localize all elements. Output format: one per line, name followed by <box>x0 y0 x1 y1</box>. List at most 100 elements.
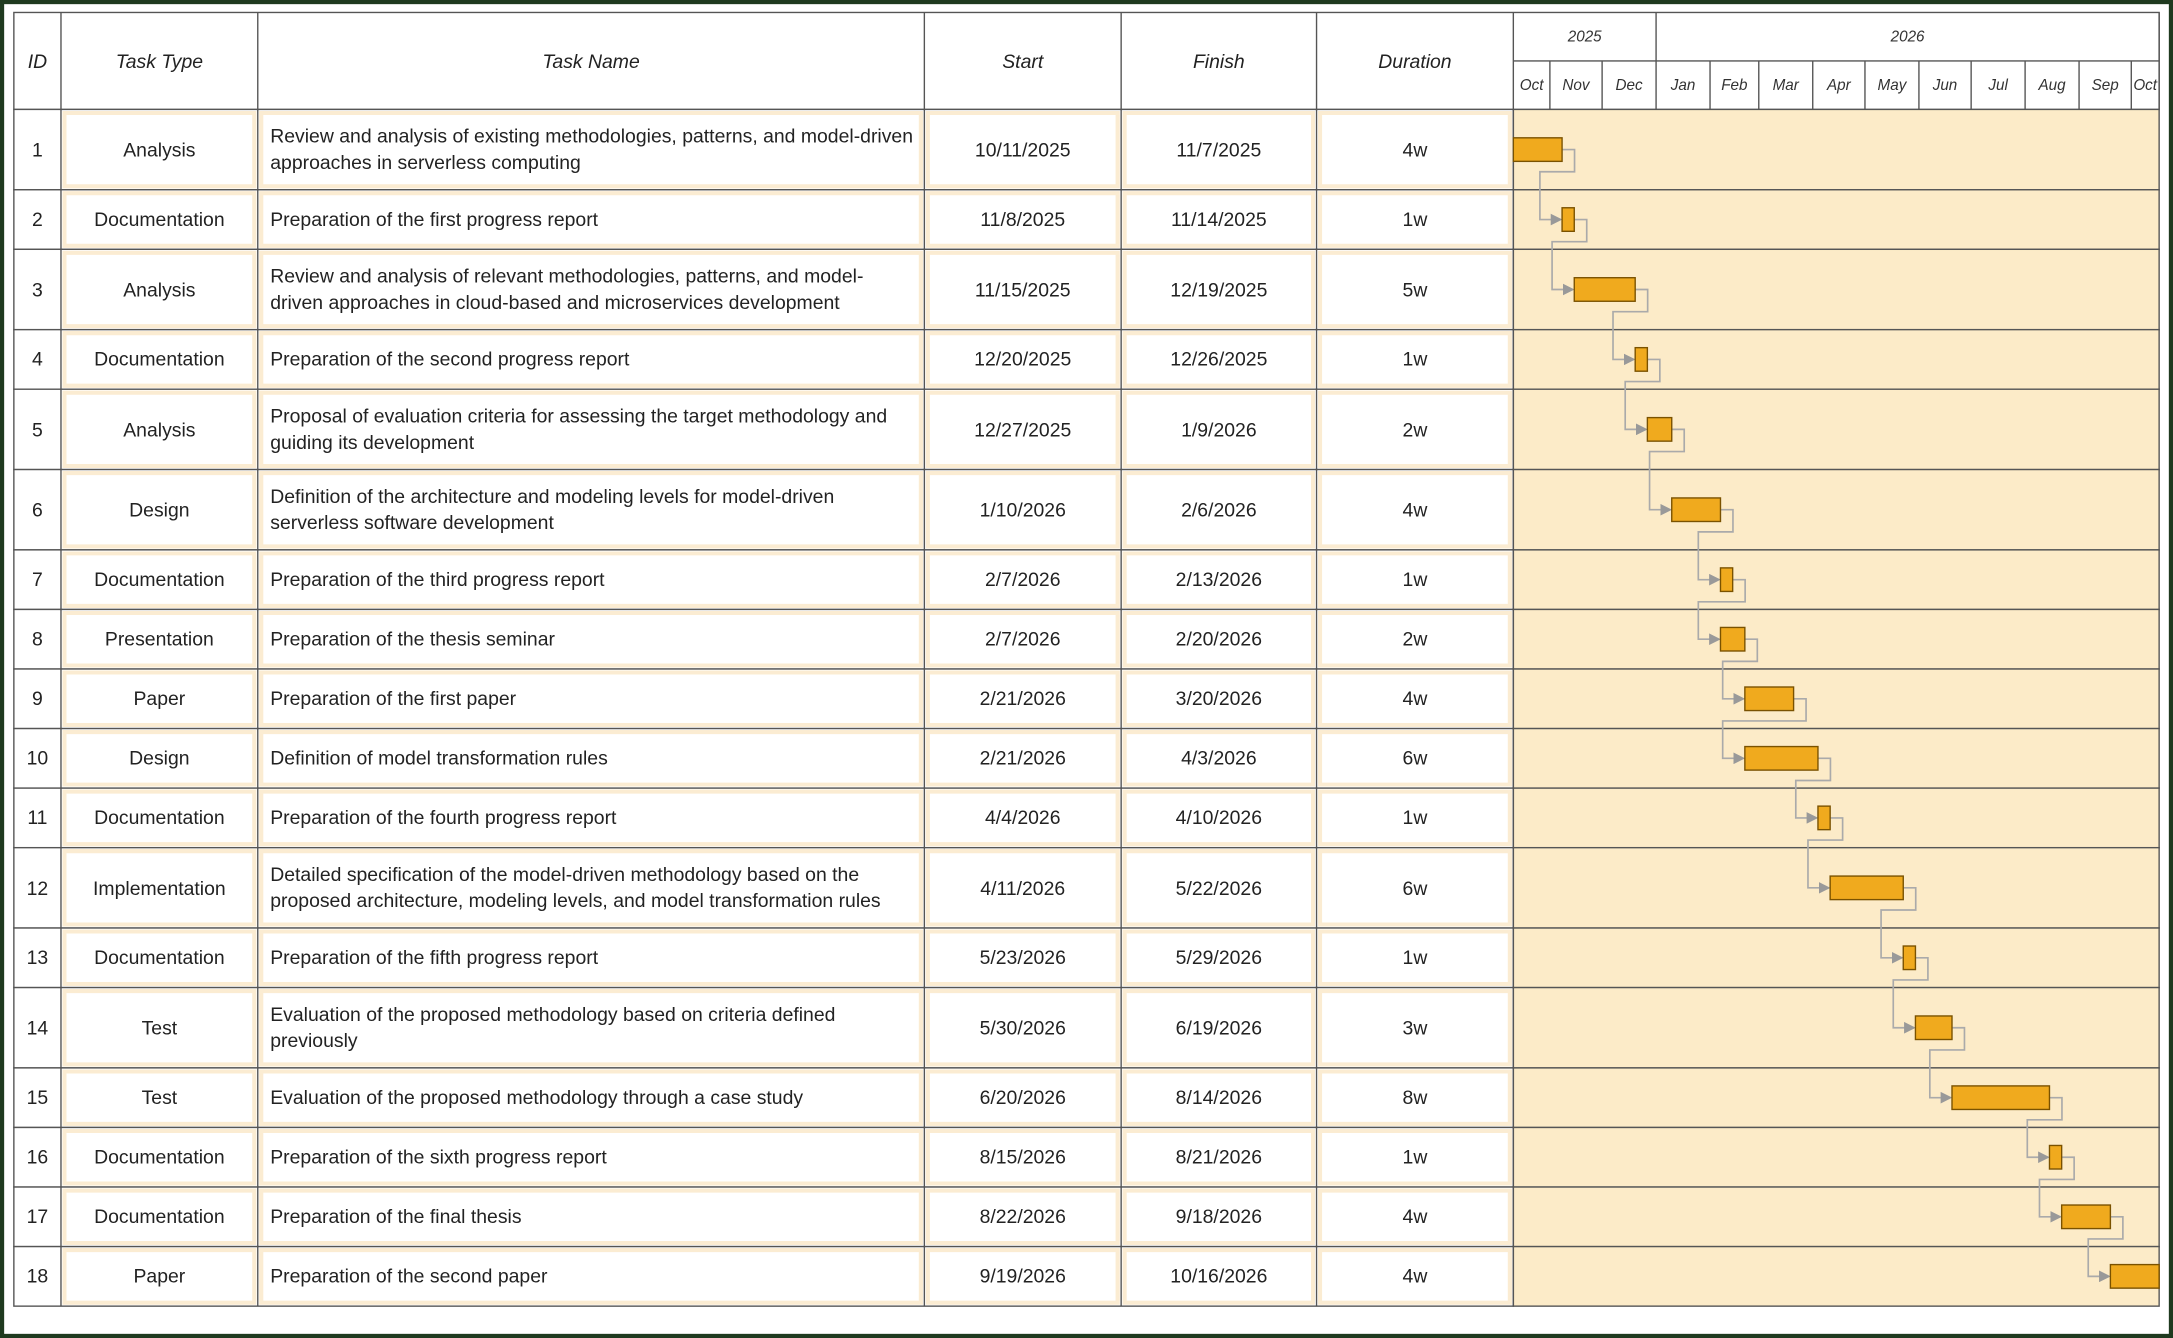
dependency-arrow <box>1648 428 1686 516</box>
task-bar <box>1561 207 1575 233</box>
task-finish: 1/9/2026 <box>1123 391 1316 469</box>
dependency-arrow <box>1880 887 1917 964</box>
task-bar <box>1634 346 1649 372</box>
row-bg <box>13 727 1515 789</box>
row-bg <box>13 1186 1515 1248</box>
task-duration: 6w <box>1318 730 1512 787</box>
month-label: Oct <box>1519 76 1544 94</box>
month-label: Jun <box>1932 76 1958 94</box>
task-type: Documentation <box>62 1188 256 1245</box>
column-header: Duration <box>1378 49 1452 72</box>
task-type: Paper <box>62 670 256 727</box>
timeline-row <box>1512 549 2160 611</box>
task-start: 4/4/2026 <box>926 790 1120 847</box>
task-bar <box>2109 1263 2160 1289</box>
task-duration: 1w <box>1318 551 1512 608</box>
column-header: Start <box>1002 49 1044 72</box>
task-id: 6 <box>32 497 43 521</box>
dependency-arrow <box>1807 817 1844 894</box>
task-name: Proposal of evaluation criteria for asse… <box>259 391 923 469</box>
task-start: 8/15/2026 <box>926 1129 1120 1186</box>
task-duration: 1w <box>1318 191 1512 248</box>
task-duration: 5w <box>1318 251 1512 329</box>
task-type: Documentation <box>62 331 256 388</box>
task-finish: 9/18/2026 <box>1123 1188 1316 1245</box>
task-bar <box>1914 1015 1953 1041</box>
month-label: Aug <box>2038 76 2066 94</box>
task-start: 2/21/2026 <box>926 730 1120 787</box>
year-label: 2026 <box>1890 28 1925 46</box>
dependency-arrow <box>2026 1096 2063 1164</box>
task-start: 5/23/2026 <box>926 929 1120 986</box>
task-id: 14 <box>26 1015 49 1039</box>
task-start: 2/7/2026 <box>926 611 1120 668</box>
task-type: Design <box>62 730 256 787</box>
row-bg <box>13 388 1515 471</box>
task-finish: 10/16/2026 <box>1123 1248 1316 1305</box>
timeline-row <box>1512 1245 2160 1307</box>
task-id: 8 <box>32 627 43 650</box>
task-finish: 4/3/2026 <box>1123 730 1316 787</box>
task-start: 4/11/2026 <box>926 849 1120 927</box>
task-type: Documentation <box>62 1129 256 1186</box>
row-bg <box>13 1126 1515 1188</box>
month-label: Oct <box>2133 76 2158 94</box>
task-name: Preparation of the fifth progress report <box>259 929 923 986</box>
task-duration: 4w <box>1318 1248 1512 1305</box>
column-header: ID <box>27 49 48 72</box>
task-id: 5 <box>32 417 43 440</box>
task-finish: 6/19/2026 <box>1123 989 1316 1067</box>
task-id: 10 <box>26 746 49 769</box>
task-start: 12/27/2025 <box>926 391 1120 469</box>
task-bar <box>1671 497 1722 523</box>
month-label: Sep <box>2091 76 2119 94</box>
task-name: Preparation of the second progress repor… <box>259 331 923 388</box>
month-label: Jan <box>1670 76 1696 94</box>
task-name: Detailed specification of the model-driv… <box>259 849 923 927</box>
row-bg <box>13 248 1515 331</box>
task-finish: 8/14/2026 <box>1123 1069 1316 1126</box>
task-start: 2/21/2026 <box>926 670 1120 727</box>
task-duration: 2w <box>1318 391 1512 469</box>
task-type: Implementation <box>62 849 256 927</box>
task-duration: 4w <box>1318 1188 1512 1245</box>
task-finish: 11/14/2025 <box>1123 191 1316 248</box>
timeline-row <box>1512 328 2160 390</box>
task-bar <box>1512 137 1563 163</box>
timeline-row <box>1512 189 2160 251</box>
task-bar <box>1719 626 1746 652</box>
task-type: Analysis <box>62 251 256 329</box>
task-duration: 1w <box>1318 331 1512 388</box>
row-bg <box>13 328 1515 390</box>
month-label: Feb <box>1721 76 1748 94</box>
task-type: Test <box>62 1069 256 1126</box>
task-duration: 1w <box>1318 790 1512 847</box>
row-bg <box>13 549 1515 611</box>
task-name: Preparation of the sixth progress report <box>259 1129 923 1186</box>
task-name: Preparation of the third progress report <box>259 551 923 608</box>
task-start: 10/11/2025 <box>926 111 1120 189</box>
task-bar <box>1829 875 1904 901</box>
task-finish: 12/26/2025 <box>1123 331 1316 388</box>
task-id: 11 <box>27 806 48 829</box>
task-start: 11/8/2025 <box>926 191 1120 248</box>
task-finish: 5/29/2026 <box>1123 929 1316 986</box>
task-finish: 5/22/2026 <box>1123 849 1316 927</box>
task-name: Evaluation of the proposed methodology t… <box>259 1069 923 1126</box>
timeline-row <box>1512 727 2160 789</box>
task-id: 13 <box>26 946 49 969</box>
row-bg <box>13 468 1515 551</box>
task-name: Preparation of the thesis seminar <box>259 611 923 668</box>
task-bar <box>2060 1204 2112 1230</box>
task-id: 4 <box>32 347 43 370</box>
task-id: 18 <box>26 1264 49 1287</box>
dependency-arrow <box>1721 638 1759 705</box>
row-bg <box>13 608 1515 670</box>
dependency-arrow <box>2087 1215 2124 1283</box>
task-name: Preparation of the final thesis <box>259 1188 923 1245</box>
task-name: Preparation of the second paper <box>259 1248 923 1305</box>
month-label: Dec <box>1615 76 1643 94</box>
task-start: 6/20/2026 <box>926 1069 1120 1126</box>
task-duration: 1w <box>1318 1129 1512 1186</box>
